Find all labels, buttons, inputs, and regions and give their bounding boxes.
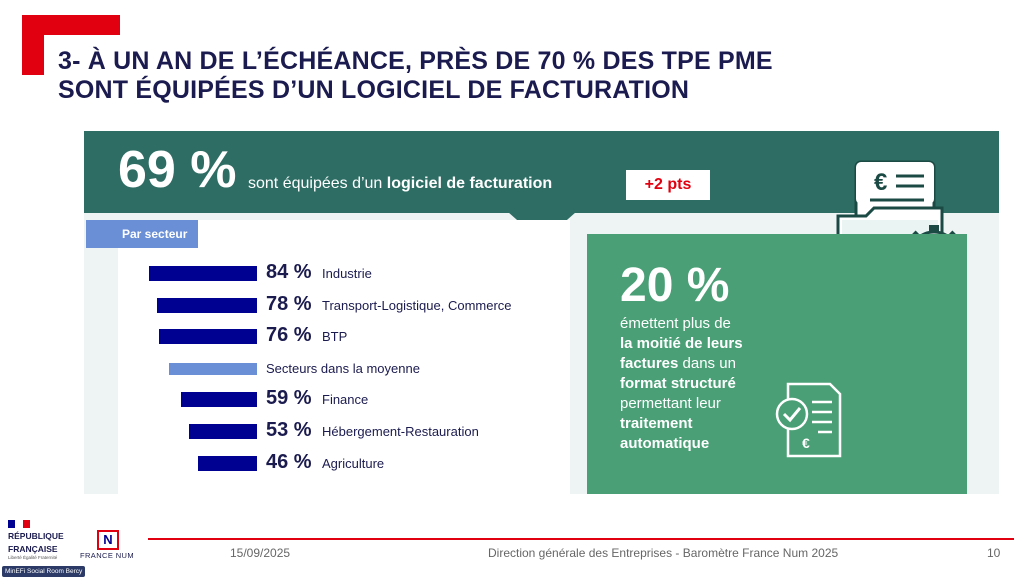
sector-percent: 78 % <box>266 292 312 315</box>
republique-francaise-logo: RÉPUBLIQUE FRANÇAISE Liberté Égalité Fra… <box>8 520 64 560</box>
sector-percent: 46 % <box>266 450 312 473</box>
sector-bar <box>157 297 257 313</box>
headline-percent: 69 % <box>118 141 237 199</box>
headline-banner <box>84 131 999 213</box>
sector-label: Transport-Logistique, Commerce <box>322 297 512 313</box>
sector-bar <box>198 455 257 471</box>
sector-bar <box>181 392 257 408</box>
sector-percent: 76 % <box>266 324 312 347</box>
structured-text-line: dans un <box>678 355 736 372</box>
footer-source: Direction générale des Entreprises - Bar… <box>488 546 839 560</box>
sector-percent: 53 % <box>266 419 312 441</box>
structured-text-line: permettant leur <box>620 395 721 412</box>
headline-text-bold: logiciel de facturation <box>386 175 553 192</box>
structured-text-bold: la moitié de leurs <box>620 335 743 352</box>
page-number: 10 <box>987 546 1001 560</box>
sector-tab-label: Par secteur <box>86 220 198 248</box>
structured-text-bold: factures <box>620 355 679 372</box>
republic-line-1: RÉPUBLIQUE <box>8 531 64 541</box>
euro-glyph: € <box>874 169 887 196</box>
checklist-document-icon: € <box>772 380 848 460</box>
room-tag: MinEFi Social Room Bercy <box>2 566 86 577</box>
sector-bar <box>149 266 257 281</box>
sector-bar <box>159 329 257 345</box>
france-num-brand: FRANCE NUM <box>80 551 134 560</box>
evolution-badge: +2 pts <box>626 170 710 200</box>
france-num-logo: N <box>97 530 119 550</box>
structured-percent: 20 % <box>620 259 730 312</box>
structured-text-bold: automatique <box>620 435 710 452</box>
sector-average-label: Secteurs dans la moyenne <box>266 360 420 376</box>
structured-text-bold: traitement <box>620 415 693 432</box>
sector-label: BTP <box>322 329 348 345</box>
footer-date: 15/09/2025 <box>230 546 291 560</box>
footer-divider <box>148 538 1014 540</box>
slide-title-line-1: 3- À UN AN DE L’ÉCHÉANCE, PRÈS DE 70 % D… <box>58 47 773 75</box>
sector-percent: 84 % <box>266 261 312 283</box>
slide-title-line-2: SONT ÉQUIPÉES D’UN LOGICIEL DE FACTURATI… <box>58 76 690 104</box>
structured-invoice-card <box>587 234 967 494</box>
sector-label: Finance <box>322 392 369 408</box>
euro-glyph: € <box>802 435 810 451</box>
sector-label: Hébergement-Restauration <box>322 424 479 439</box>
sector-percent: 59 % <box>266 387 312 410</box>
sector-chart-card <box>118 220 570 494</box>
structured-description: émettent plus de la moitié de leurs fact… <box>620 314 800 454</box>
sector-label: Industrie <box>322 266 372 281</box>
headline-text: sont équipées d’un logiciel de facturati… <box>248 175 552 193</box>
sector-label: Agriculture <box>322 455 385 471</box>
republic-motto: Liberté Égalité Fraternité <box>8 555 58 560</box>
sector-bar <box>189 424 257 439</box>
republic-line-2: FRANÇAISE <box>8 544 58 554</box>
structured-text-bold: format structuré <box>620 375 736 392</box>
sector-average-bar <box>169 362 257 375</box>
title-box <box>44 35 804 113</box>
french-flag-icon <box>8 520 30 528</box>
headline-text-prefix: sont équipées d’un <box>248 175 387 192</box>
structured-text-line: émettent plus de <box>620 315 731 332</box>
